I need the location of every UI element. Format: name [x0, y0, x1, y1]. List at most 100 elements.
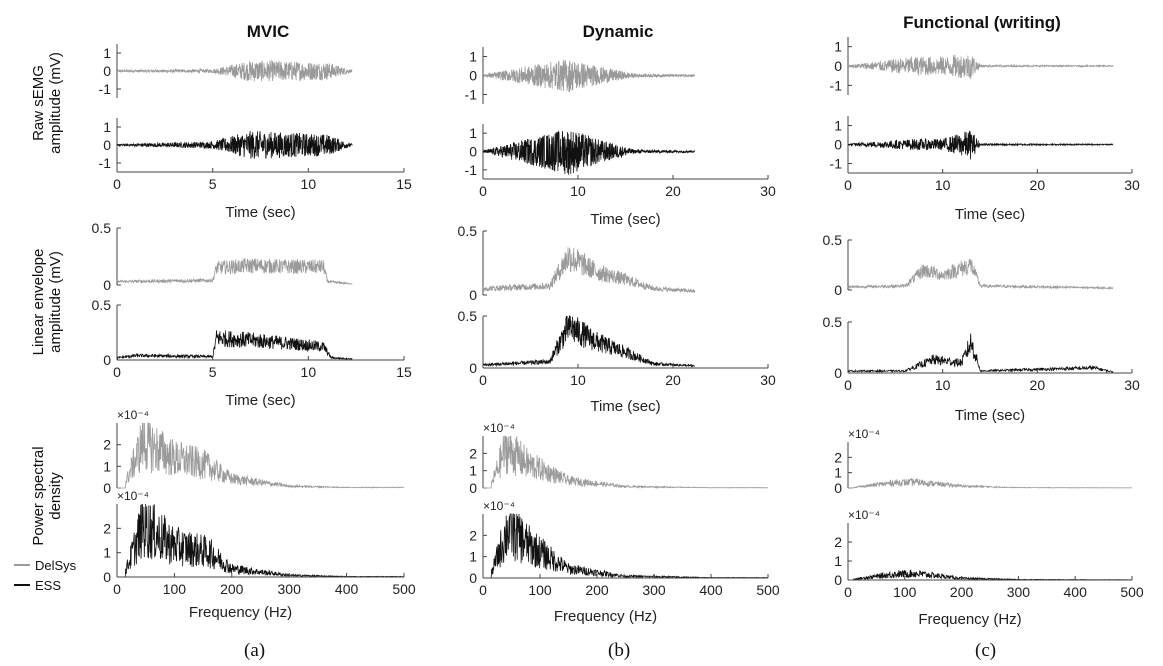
series-functional-psd-ess	[848, 569, 1133, 582]
y-tick-label-mvic-envelope-delsys: 0.5	[92, 220, 112, 236]
x-tick-label-dynamic-psd: 200	[585, 582, 609, 598]
x-tick-label-functional-psd: 0	[844, 584, 852, 600]
column-title-mvic: MVIC	[246, 22, 290, 41]
y-tick-label-mvic-psd-delsys: 2	[103, 437, 111, 453]
x-tick-label-mvic-envelope: 0	[113, 364, 121, 380]
x-tick-label-dynamic-psd: 400	[699, 582, 723, 598]
x-tick-label-functional-raw: 0	[844, 177, 852, 193]
x-tick-label-functional-psd: 300	[1007, 584, 1031, 600]
x-tick-label-functional-psd: 500	[1120, 584, 1144, 600]
x-axis-label-mvic-envelope: Time (sec)	[225, 392, 295, 409]
x-axis-label-dynamic-envelope: Time (sec)	[590, 398, 660, 415]
y-tick-label-mvic-raw-delsys: 1	[103, 45, 111, 61]
y-tick-label-mvic-psd-delsys: 0	[103, 480, 111, 496]
series-functional-envelope-delsys	[847, 258, 1114, 291]
y-tick-label-dynamic-psd-ess: 0	[469, 570, 477, 586]
legend-label-delsys: DelSys	[35, 557, 77, 573]
x-tick-label-mvic-psd: 200	[220, 581, 244, 597]
y-tick-label-mvic-psd-ess: 0	[103, 569, 111, 585]
y-tick-label-dynamic-envelope-ess: 0	[469, 360, 477, 376]
exponent-label-mvic-psd-ess: ×10⁻⁴	[117, 489, 149, 503]
x-tick-label-mvic-raw: 5	[209, 176, 217, 192]
x-tick-label-functional-psd: 200	[950, 584, 974, 600]
y-tick-label-mvic-envelope-delsys: 0	[103, 277, 111, 293]
x-tick-label-dynamic-envelope: 0	[479, 372, 487, 388]
y-tick-label-dynamic-raw-ess: 1	[469, 125, 477, 141]
series-dynamic-psd-ess	[483, 513, 769, 579]
y-tick-label-functional-raw-delsys: 1	[834, 39, 842, 55]
y-tick-label-functional-envelope-ess: 0.5	[823, 314, 843, 330]
x-tick-label-functional-psd: 400	[1064, 584, 1088, 600]
y-tick-label-dynamic-psd-delsys: 2	[469, 445, 477, 461]
series-mvic-raw-ess	[116, 130, 353, 159]
x-tick-label-functional-envelope: 0	[844, 377, 852, 393]
x-tick-label-functional-envelope: 10	[935, 377, 951, 393]
legend-label-ess: ESS	[35, 577, 62, 593]
series-functional-envelope-ess	[847, 333, 1114, 374]
x-tick-label-mvic-raw: 10	[301, 176, 317, 192]
exponent-label-mvic-psd-delsys: ×10⁻⁴	[117, 408, 149, 422]
y-tick-label-dynamic-envelope-delsys: 0.5	[458, 223, 478, 239]
x-tick-label-mvic-psd: 0	[113, 581, 121, 597]
y-tick-label-functional-envelope-delsys: 0	[834, 282, 842, 298]
y-tick-label-mvic-envelope-ess: 0.5	[92, 297, 112, 313]
series-functional-raw-ess	[847, 130, 1114, 160]
x-tick-label-mvic-psd: 400	[335, 581, 359, 597]
x-tick-label-functional-psd: 100	[893, 584, 917, 600]
y-tick-label-dynamic-envelope-delsys: 0	[469, 287, 477, 303]
x-axis-label-dynamic-raw: Time (sec)	[590, 211, 660, 228]
exponent-label-functional-psd-ess: ×10⁻⁴	[848, 508, 880, 522]
exponent-label-functional-psd-delsys: ×10⁻⁴	[848, 427, 880, 441]
y-tick-label-mvic-envelope-ess: 0	[103, 352, 111, 368]
y-tick-label-functional-raw-ess: -1	[830, 156, 843, 172]
x-axis-label-dynamic-psd: Frequency (Hz)	[554, 608, 657, 625]
legend-line-ess	[14, 584, 30, 586]
x-tick-label-dynamic-envelope: 10	[570, 372, 586, 388]
x-tick-label-mvic-psd: 100	[163, 581, 187, 597]
series-dynamic-psd-delsys	[483, 435, 769, 490]
panel-label-a: (a)	[244, 640, 266, 661]
x-tick-label-mvic-envelope: 10	[301, 364, 317, 380]
x-tick-label-mvic-envelope: 5	[209, 364, 217, 380]
x-tick-label-dynamic-psd: 100	[528, 582, 552, 598]
y-tick-label-dynamic-raw-delsys: 0	[469, 68, 477, 84]
series-mvic-envelope-delsys	[116, 257, 353, 285]
y-tick-label-functional-raw-ess: 0	[834, 137, 842, 153]
y-tick-label-dynamic-raw-ess: 0	[469, 144, 477, 160]
y-tick-label-dynamic-psd-delsys: 1	[469, 463, 477, 479]
x-tick-label-functional-envelope: 20	[1030, 377, 1046, 393]
series-mvic-envelope-ess	[116, 330, 353, 361]
y-tick-label-mvic-raw-delsys: -1	[99, 81, 112, 97]
series-dynamic-raw-ess	[482, 130, 696, 175]
x-tick-label-dynamic-psd: 500	[756, 582, 780, 598]
y-tick-label-functional-psd-ess: 1	[834, 553, 842, 569]
y-tick-label-functional-raw-delsys: 0	[834, 58, 842, 74]
x-tick-label-dynamic-raw: 0	[479, 183, 487, 199]
x-tick-label-dynamic-raw: 10	[570, 183, 586, 199]
series-mvic-raw-delsys	[116, 59, 353, 82]
series-dynamic-envelope-delsys	[482, 247, 696, 294]
x-tick-label-mvic-psd: 500	[392, 581, 416, 597]
x-tick-label-functional-raw: 10	[935, 177, 951, 193]
x-tick-label-dynamic-envelope: 30	[760, 372, 776, 388]
y-tick-label-dynamic-psd-ess: 2	[469, 527, 477, 543]
x-tick-label-mvic-envelope: 15	[396, 364, 412, 380]
x-tick-label-dynamic-psd: 300	[642, 582, 666, 598]
y-tick-label-mvic-raw-ess: 0	[103, 137, 111, 153]
series-functional-psd-delsys	[848, 477, 1132, 489]
x-tick-label-dynamic-psd: 0	[479, 582, 487, 598]
y-tick-label-dynamic-raw-delsys: -1	[465, 87, 478, 103]
series-functional-raw-delsys	[847, 54, 1114, 80]
x-tick-label-functional-envelope: 30	[1124, 377, 1140, 393]
x-tick-label-functional-raw: 20	[1030, 177, 1046, 193]
legend-line-delsys	[14, 564, 30, 566]
y-tick-label-functional-psd-ess: 2	[834, 534, 842, 550]
series-mvic-psd-delsys	[117, 422, 405, 489]
x-tick-label-dynamic-raw: 30	[760, 183, 776, 199]
y-tick-label-dynamic-psd-delsys: 0	[469, 480, 477, 496]
column-title-functional: Functional (writing)	[903, 13, 1061, 32]
y-tick-label-dynamic-envelope-ess: 0.5	[458, 308, 478, 324]
y-tick-label-functional-psd-ess: 0	[834, 572, 842, 588]
